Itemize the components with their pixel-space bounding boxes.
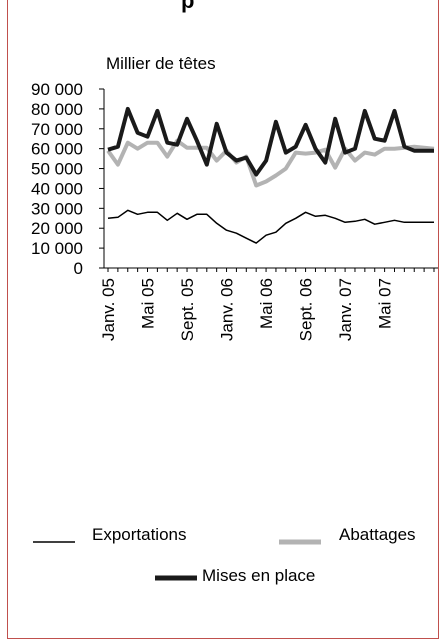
x-tick-label: Janv. 06 bbox=[218, 278, 237, 341]
x-tick-label: Sept. 05 bbox=[178, 278, 197, 341]
series-line-mises-en-place bbox=[107, 106, 434, 177]
x-tick-label: Mai 06 bbox=[257, 278, 276, 329]
chart-frame bbox=[7, 0, 439, 639]
y-tick-label: 60 000 bbox=[31, 140, 83, 159]
x-tick-label: Mai 07 bbox=[376, 278, 395, 329]
x-tick-label: Mai 05 bbox=[139, 278, 158, 329]
y-tick-label: 0 bbox=[74, 259, 83, 278]
y-tick-label: 30 000 bbox=[31, 199, 83, 218]
legend-label-mises-en-place: Mises en place bbox=[202, 566, 315, 585]
y-tick-label: 90 000 bbox=[31, 80, 83, 99]
y-tick-label: 70 000 bbox=[31, 120, 83, 139]
series-lines bbox=[106, 106, 435, 244]
x-tick-label: Janv. 07 bbox=[336, 278, 355, 341]
y-tick-label: 20 000 bbox=[31, 219, 83, 238]
chart-title-fragment: p bbox=[181, 0, 194, 13]
series-line-abattages bbox=[106, 138, 435, 188]
y-tick-label: 50 000 bbox=[31, 160, 83, 179]
legend-label-exportations: Exportations bbox=[92, 525, 187, 544]
x-tick-label: Sept. 06 bbox=[297, 278, 316, 341]
y-unit-label: Millier de têtes bbox=[106, 54, 216, 73]
y-tick-label: 10 000 bbox=[31, 239, 83, 258]
series-line-exportations bbox=[107, 209, 434, 244]
x-tick-label: Janv. 05 bbox=[99, 278, 118, 341]
legend: Exportations Abattages Mises en place bbox=[33, 525, 416, 585]
y-tick-label: 40 000 bbox=[31, 179, 83, 198]
legend-label-abattages: Abattages bbox=[339, 525, 416, 544]
x-axis: Janv. 05 Mai 05 Sept. 05 Janv. 06 Mai 06 Sept… bbox=[99, 267, 438, 341]
y-tick-label: 80 000 bbox=[31, 100, 83, 119]
